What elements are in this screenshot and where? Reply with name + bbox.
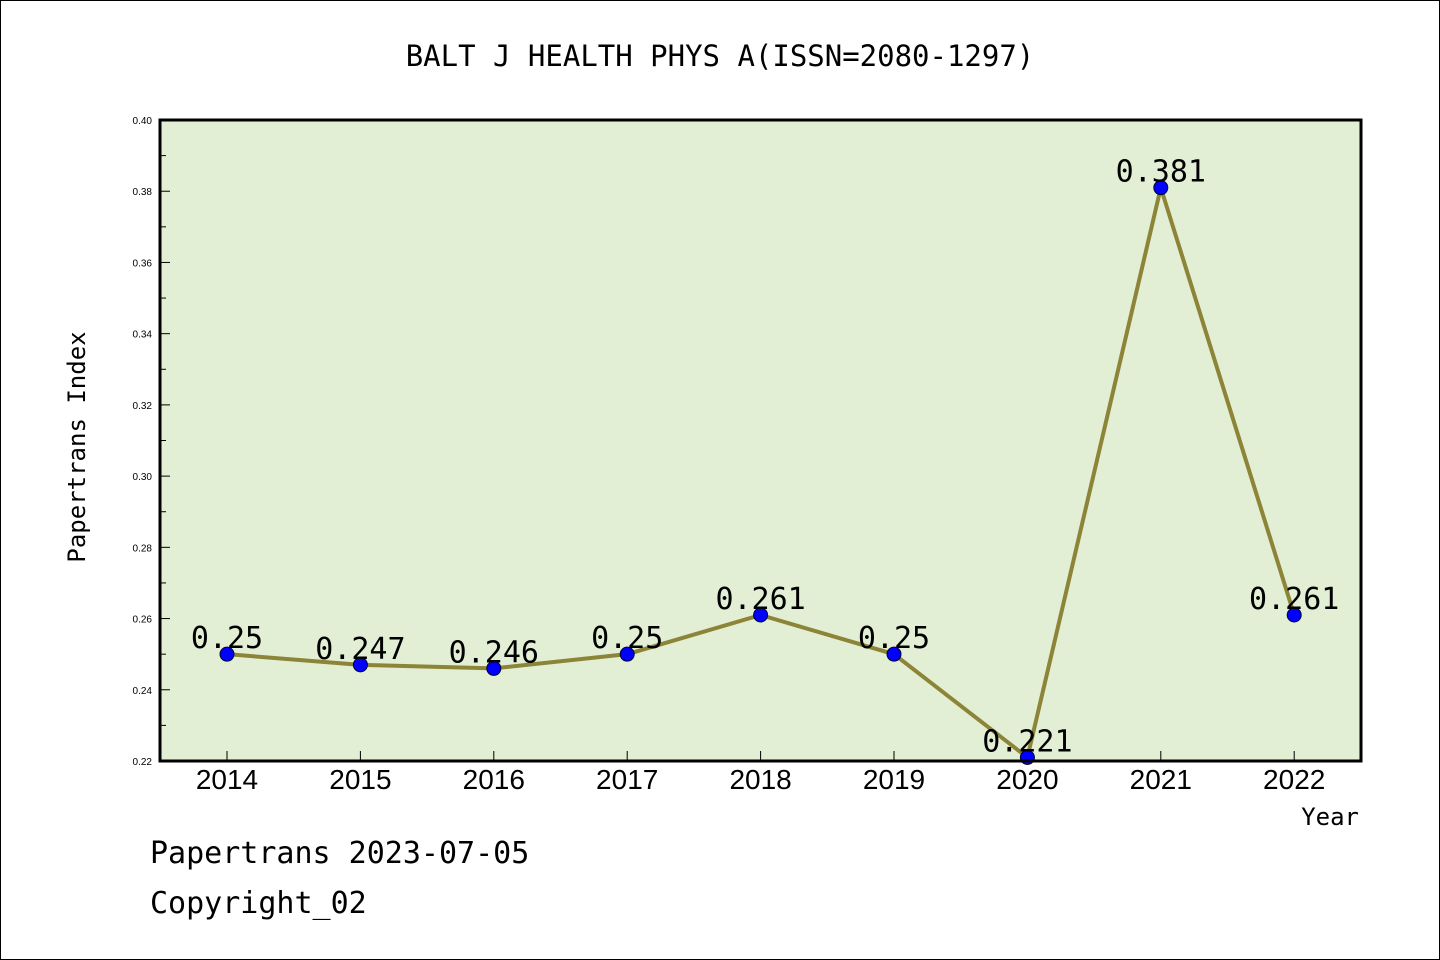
x-tick-label: 2021 xyxy=(1130,764,1192,795)
y-tick-label: 0.24 xyxy=(133,686,153,697)
data-label: 0.25 xyxy=(591,621,663,656)
y-tick-label: 0.38 xyxy=(133,187,153,198)
data-point xyxy=(486,660,502,676)
data-point xyxy=(352,657,368,673)
y-tick-label: 0.22 xyxy=(133,757,153,768)
x-axis-label: Year xyxy=(1301,803,1359,831)
data-point xyxy=(219,646,235,662)
data-point xyxy=(1286,607,1302,623)
data-point xyxy=(1153,180,1169,196)
y-tick-label: 0.34 xyxy=(133,330,153,341)
y-tick-label: 0.32 xyxy=(133,401,153,412)
y-axis-label: Papertrans Index xyxy=(63,331,91,562)
data-label: 0.25 xyxy=(858,621,930,656)
x-tick-label: 2015 xyxy=(329,764,391,795)
x-tick-label: 2019 xyxy=(863,764,925,795)
x-axis-ticks: 2014 2015 2016 2017 2018 2019 2020 2021 2022 xyxy=(196,751,1325,795)
plot-border xyxy=(158,118,1363,763)
data-label: 0.221 xyxy=(982,724,1072,759)
y-tick-label: 0.28 xyxy=(133,543,153,554)
data-label: 0.261 xyxy=(715,582,805,617)
footer-date: Papertrans 2023-07-05 xyxy=(150,836,530,871)
footer-copyright: Copyright_02 xyxy=(150,886,367,921)
data-point xyxy=(753,607,769,623)
y-tick-label: 0.30 xyxy=(133,472,153,483)
x-tick-label: 2022 xyxy=(1263,764,1325,795)
y-tick-label: 0.26 xyxy=(133,615,153,626)
x-tick-label: 2016 xyxy=(463,764,525,795)
data-point xyxy=(886,646,902,662)
x-tick-label: 2014 xyxy=(196,764,258,795)
y-tick-label: 0.40 xyxy=(133,116,153,127)
data-point xyxy=(619,646,635,662)
x-tick-label: 2018 xyxy=(729,764,791,795)
data-label: 0.25 xyxy=(191,621,263,656)
x-tick-label: 2017 xyxy=(596,764,658,795)
series-markers xyxy=(219,180,1302,765)
data-label: 0.381 xyxy=(1116,155,1206,190)
data-label: 0.261 xyxy=(1249,582,1339,617)
y-tick-label: 0.36 xyxy=(133,258,153,269)
chart-title: BALT J HEALTH PHYS A(ISSN=2080-1297) xyxy=(406,39,1035,73)
data-label: 0.246 xyxy=(449,635,539,670)
x-tick-label: 2020 xyxy=(996,764,1058,795)
data-label: 0.247 xyxy=(315,632,405,667)
data-labels: 0.25 0.247 0.246 0.25 0.261 0.25 0.221 0.381 0.2… xyxy=(191,155,1339,760)
plot-area xyxy=(160,120,1361,761)
